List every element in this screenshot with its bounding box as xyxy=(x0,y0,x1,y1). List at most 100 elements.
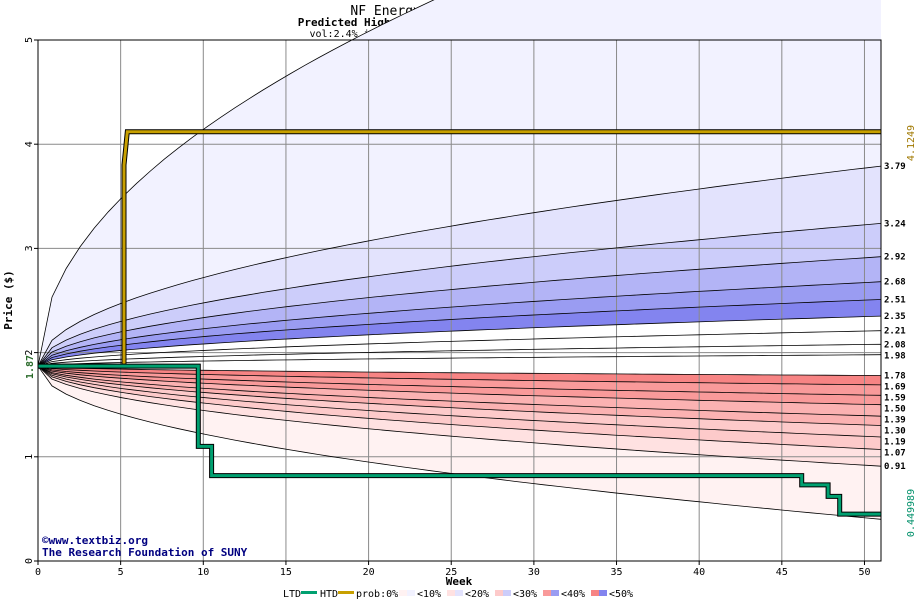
high-band-0 xyxy=(38,0,881,367)
ltd-line xyxy=(38,364,881,516)
quantile-end-label: 2.21 xyxy=(884,327,906,337)
x-tick-label-30: 30 xyxy=(528,567,540,578)
quantile-line-2 xyxy=(37,365,882,450)
x-tick-label-20: 20 xyxy=(363,567,375,578)
legend-htd-label: HTD xyxy=(320,589,338,600)
legend-bin-swatch-red-0 xyxy=(399,590,407,596)
legend-bins: <10% <20% <30% <40% <50% xyxy=(399,589,633,600)
x-tick-label-50: 50 xyxy=(858,567,870,578)
ltd-final-label: 0.449989 xyxy=(906,489,917,537)
y-tick-label-5: 5 xyxy=(24,37,35,43)
y-tick-label-4: 4 xyxy=(24,141,35,147)
quantile-end-labels: 3.79 3.24 2.92 2.68 2.51 2.35 2.21 2.081.98 1.78… xyxy=(884,162,906,472)
quantile-end-label: 2.08 xyxy=(884,340,906,350)
legend-ltd-swatch xyxy=(301,591,317,594)
x-tick-label-40: 40 xyxy=(693,567,705,578)
quantile-line-19 xyxy=(37,0,435,367)
quantile-end-label: 3.79 xyxy=(884,162,906,172)
legend-bin-label-3: <40% xyxy=(561,589,585,600)
x-tick-label-35: 35 xyxy=(611,567,623,578)
quantile-line-5 xyxy=(37,365,882,417)
legend-bin-swatch-blue-2 xyxy=(503,590,511,596)
high-band-2 xyxy=(38,223,881,367)
quantile-line-10 xyxy=(37,354,882,367)
y-tick-label-3: 3 xyxy=(24,245,35,251)
high-band-1 xyxy=(38,166,881,367)
plot-frame xyxy=(37,39,882,562)
legend-bin-swatch-blue-1 xyxy=(455,590,463,596)
quantile-end-label: 1.30 xyxy=(884,427,906,437)
quantile-end-label: 2.35 xyxy=(884,312,906,322)
legend-ltd-label: LTD xyxy=(283,589,301,600)
x-tick-label-5: 5 xyxy=(118,567,124,578)
legend-bin-swatch-red-3 xyxy=(543,590,551,596)
quantile-lines xyxy=(37,0,882,520)
x-tick-label-10: 10 xyxy=(197,567,209,578)
low-band-1 xyxy=(38,366,881,467)
quantile-line-11 xyxy=(37,343,882,367)
quantile-end-label: 1.07 xyxy=(884,449,906,459)
quantile-line-14 xyxy=(37,299,882,367)
x-tick-label-15: 15 xyxy=(280,567,292,578)
x-tick-label-25: 25 xyxy=(445,567,457,578)
y-axis-label: Price ($) xyxy=(2,270,15,330)
quantile-line-1 xyxy=(37,365,882,467)
quantile-line-4 xyxy=(37,365,882,426)
legend-bin-label-0: <10% xyxy=(417,589,441,600)
high-band-4 xyxy=(38,281,881,367)
median-band xyxy=(38,344,881,376)
low-band-0 xyxy=(38,366,881,520)
y-tick-label-1: 1 xyxy=(24,454,35,460)
legend-bin-swatch-red-2 xyxy=(495,590,503,596)
legend-bin-label-4: <50% xyxy=(609,589,633,600)
series-lines xyxy=(38,129,881,517)
legend: LTD HTD prob:0% <10% <20% <30% <40% <50% xyxy=(283,589,633,600)
quantile-end-label: 1.50 xyxy=(884,405,906,415)
quantile-end-label: 3.24 xyxy=(884,219,906,229)
y-axis-ticks: 0 1 2 3 4 5 xyxy=(24,37,38,564)
quantile-line-18 xyxy=(37,165,882,367)
quantile-line-3 xyxy=(37,365,882,438)
quantile-line-6 xyxy=(37,365,882,406)
credit-line-1: ©www.textbiz.org xyxy=(42,534,148,547)
legend-bin-swatch-blue-0 xyxy=(407,590,415,596)
legend-bin-swatch-blue-3 xyxy=(551,590,559,596)
y-tick-label-0: 0 xyxy=(24,558,35,564)
legend-prob-label: prob:0% xyxy=(356,589,398,600)
quantile-end-label: 1.39 xyxy=(884,416,906,426)
legend-bin-label-2: <30% xyxy=(513,589,537,600)
quantile-line-8 xyxy=(37,365,882,386)
x-axis-ticks: 0 5 10 15 20 25 30 35 40 45 50 xyxy=(35,561,870,578)
quantile-end-label: 1.19 xyxy=(884,438,906,448)
legend-bin-label-1: <20% xyxy=(465,589,489,600)
legend-bin-swatch-red-1 xyxy=(447,590,455,596)
high-band-5 xyxy=(38,299,881,367)
quantile-line-7 xyxy=(37,365,882,396)
legend-bin-swatch-red-4 xyxy=(591,590,599,596)
quantile-end-label: 2.51 xyxy=(884,295,906,305)
quantile-line-17 xyxy=(37,223,882,367)
quantile-line-13 xyxy=(37,315,882,367)
high-band-3 xyxy=(38,256,881,367)
x-axis-label: Week xyxy=(446,575,473,588)
quantile-line-16 xyxy=(37,256,882,367)
quantile-end-label: 2.68 xyxy=(884,278,906,288)
quantile-end-label: 1.59 xyxy=(884,394,906,404)
low-band-2 xyxy=(38,366,881,450)
quantile-line-15 xyxy=(37,281,882,367)
quantile-end-label: 2.92 xyxy=(884,253,906,263)
legend-bin-swatch-blue-4 xyxy=(599,590,607,596)
quantile-end-label: 1.98 xyxy=(884,351,906,361)
start-price-label: 1.87 xyxy=(25,355,36,379)
quantile-end-label: 1.78 xyxy=(884,372,906,382)
quantile-line-12 xyxy=(37,330,882,367)
legend-htd-swatch xyxy=(338,591,354,594)
quantile-end-label: 1.69 xyxy=(884,383,906,393)
quantile-end-label: 0.91 xyxy=(884,462,906,472)
grid-lines xyxy=(38,40,881,561)
x-tick-label-45: 45 xyxy=(776,567,788,578)
low-band-3 xyxy=(38,366,881,426)
y-tick-label-2: 2 xyxy=(24,350,35,356)
credit-line-2: The Research Foundation of SUNY xyxy=(42,546,248,559)
